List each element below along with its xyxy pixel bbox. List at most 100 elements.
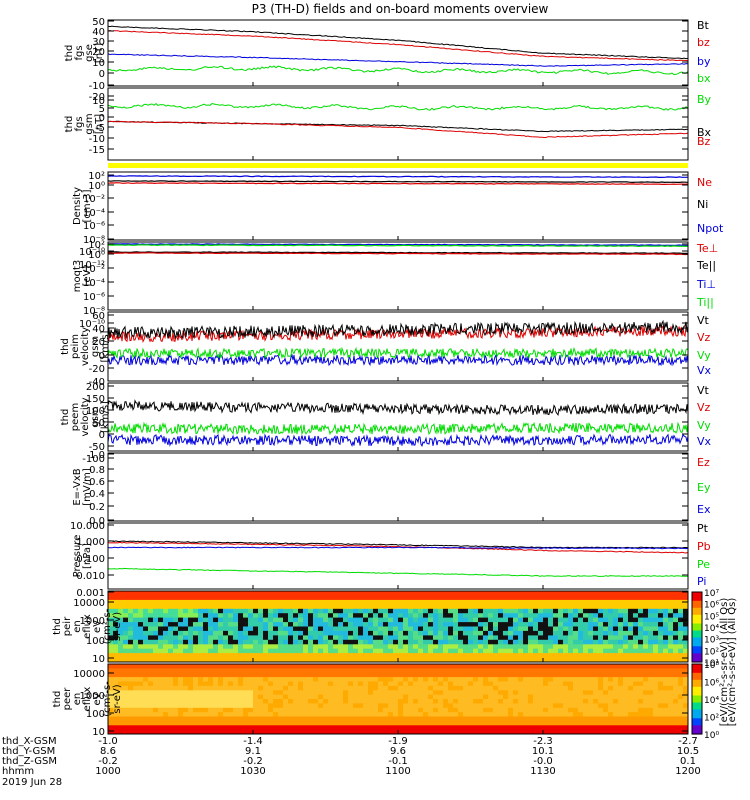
spectrogram-cell bbox=[118, 648, 124, 654]
spectrogram-cell bbox=[648, 635, 654, 641]
spectrogram-cell bbox=[158, 630, 164, 636]
spectrogram-cell bbox=[128, 707, 134, 713]
spectrogram-cell bbox=[593, 626, 599, 632]
spectrogram-cell bbox=[243, 694, 249, 700]
spectrogram-cell bbox=[328, 639, 334, 645]
spectrogram-cell bbox=[598, 712, 604, 717]
spectrogram-cell bbox=[588, 599, 594, 605]
spectrogram-cell bbox=[193, 699, 199, 704]
spectrogram-cell bbox=[678, 672, 684, 678]
spectrogram-cell bbox=[363, 716, 369, 722]
spectrogram-cell bbox=[298, 699, 304, 704]
spectrogram-cell bbox=[618, 635, 624, 641]
spectrogram-cell bbox=[628, 608, 634, 614]
spectrogram-cell bbox=[428, 677, 434, 682]
spectrogram-cell bbox=[533, 694, 539, 700]
peim-velocity-trace bbox=[107, 353, 689, 367]
spectrogram-cell bbox=[533, 664, 539, 669]
spectrogram-cell bbox=[568, 630, 574, 636]
spectrogram-cell bbox=[148, 690, 154, 696]
spectrogram-cell bbox=[453, 617, 459, 623]
spectrogram-cell bbox=[643, 707, 649, 713]
spectrogram-cell bbox=[238, 707, 244, 713]
spectrogram-cell bbox=[573, 604, 579, 610]
spectrogram-cell bbox=[448, 608, 454, 614]
spectrogram-cell bbox=[498, 626, 504, 632]
spectrogram-cell bbox=[633, 648, 639, 654]
spectrogram-cell bbox=[548, 707, 554, 713]
spectrogram-cell bbox=[123, 672, 129, 678]
spectrogram-cell bbox=[653, 639, 659, 645]
spectrogram-cell bbox=[443, 720, 449, 726]
spectrogram-cell bbox=[678, 685, 684, 691]
spectrogram-cell bbox=[573, 622, 579, 627]
colorbar-segment bbox=[692, 702, 702, 705]
spectrogram-cell bbox=[308, 694, 314, 700]
spectrogram-cell bbox=[243, 639, 249, 645]
spectrogram-cell bbox=[428, 690, 434, 696]
spectrogram-cell bbox=[288, 716, 294, 722]
spectrogram-cell bbox=[678, 599, 684, 605]
spectrogram-cell bbox=[123, 668, 129, 674]
spectrogram-cell bbox=[333, 707, 339, 713]
spectrogram-cell bbox=[308, 668, 314, 674]
spectrogram-cell bbox=[213, 716, 219, 722]
spectrogram-cell bbox=[398, 694, 404, 700]
spectrogram-cell bbox=[518, 720, 524, 726]
spectrogram-cell bbox=[218, 720, 224, 726]
spectrogram-cell bbox=[258, 707, 264, 713]
y-axis-label: Pressure bbox=[72, 535, 83, 578]
spectrogram-cell bbox=[593, 608, 599, 614]
spectrogram-cell bbox=[338, 694, 344, 700]
spectrogram-cell bbox=[613, 664, 619, 669]
spectrogram-cell bbox=[313, 677, 319, 682]
spectrogram-cell bbox=[498, 716, 504, 722]
spectrogram-cell bbox=[483, 608, 489, 614]
spectrogram-cell bbox=[303, 720, 309, 726]
spectrogram-cell bbox=[568, 639, 574, 645]
spectrogram-cell bbox=[528, 720, 534, 726]
spectrogram-cell bbox=[588, 648, 594, 654]
spectrogram-cell bbox=[558, 635, 564, 641]
spectrogram-cell bbox=[233, 626, 239, 632]
spectrogram-cell bbox=[468, 622, 474, 627]
spectrogram-cell bbox=[208, 664, 214, 669]
spectrogram-cell bbox=[343, 653, 349, 658]
spectrogram-cell bbox=[673, 672, 679, 678]
spectrogram-cell bbox=[603, 716, 609, 722]
spectrogram-cell bbox=[668, 599, 674, 605]
spectrogram-cell bbox=[598, 707, 604, 713]
spectrogram-cell bbox=[483, 617, 489, 623]
spectrogram-cell bbox=[413, 608, 419, 614]
spectrogram-cell bbox=[658, 595, 664, 601]
spectrogram-cell bbox=[323, 630, 329, 636]
spectrogram-cell bbox=[643, 690, 649, 696]
spectrogram-cell bbox=[428, 622, 434, 627]
spectrogram-cell bbox=[623, 617, 629, 623]
spectrogram-cell bbox=[338, 668, 344, 674]
spectrogram-cell bbox=[378, 672, 384, 678]
spectrogram-cell bbox=[288, 672, 294, 678]
spectrogram-cell bbox=[558, 703, 564, 709]
spectrogram-cell bbox=[633, 668, 639, 674]
spectrogram-cell bbox=[608, 703, 614, 709]
spectrogram-cell bbox=[663, 664, 669, 669]
spectrogram-cell bbox=[118, 617, 124, 623]
spectrogram-cell bbox=[483, 725, 489, 731]
spectrogram-cell bbox=[118, 613, 124, 618]
spectrogram-cell bbox=[273, 613, 279, 618]
legend-entry: by bbox=[697, 55, 711, 68]
spectrogram-cell bbox=[473, 694, 479, 700]
spectrogram-cell bbox=[618, 644, 624, 650]
spectrogram-cell bbox=[393, 599, 399, 605]
spectrogram-cell bbox=[293, 720, 299, 726]
spectrogram-cell bbox=[623, 685, 629, 691]
spectrogram-cell bbox=[578, 626, 584, 632]
spectrogram-cell bbox=[188, 681, 194, 687]
spectrogram-cell bbox=[478, 635, 484, 641]
spectrogram-cell bbox=[383, 604, 389, 610]
spectrogram-cell bbox=[228, 716, 234, 722]
spectrogram-cell bbox=[438, 613, 444, 618]
spectrogram-cell bbox=[588, 716, 594, 722]
spectrogram-cell bbox=[658, 635, 664, 641]
